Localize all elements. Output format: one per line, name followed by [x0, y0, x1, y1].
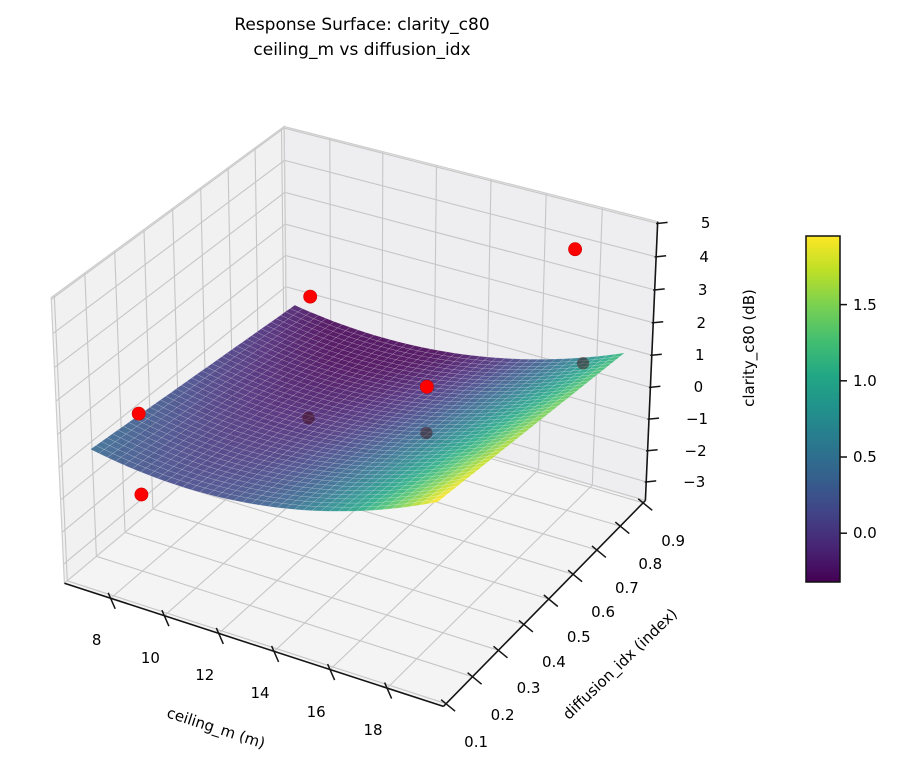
- tick-marks: [107, 221, 668, 712]
- z-axis-label: clarity_c80 (dB): [740, 289, 758, 407]
- response-surface: [90, 304, 626, 512]
- chart-title-line2: ceiling_m vs diffusion_idx: [253, 40, 471, 60]
- colorbar-gradient: [805, 235, 841, 583]
- data-point: [568, 242, 582, 257]
- data-point-shaded: [420, 426, 433, 440]
- data-point: [419, 379, 434, 394]
- data-point-shaded: [302, 411, 315, 425]
- axis-spines: [64, 221, 659, 708]
- chart-title-line1: Response Surface: clarity_c80: [234, 15, 490, 35]
- data-point: [134, 487, 149, 502]
- colorbar: [805, 235, 847, 583]
- data-point: [131, 406, 146, 421]
- data-point-shaded: [576, 357, 590, 370]
- data-point: [303, 289, 318, 304]
- left-wall-pane: [51, 126, 288, 584]
- scatter-points: [131, 242, 590, 502]
